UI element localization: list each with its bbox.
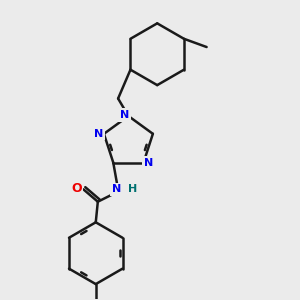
Text: H: H bbox=[128, 184, 137, 194]
Text: N: N bbox=[120, 110, 129, 120]
Text: N: N bbox=[94, 129, 104, 139]
Text: O: O bbox=[71, 182, 82, 195]
Text: N: N bbox=[112, 184, 121, 194]
Text: N: N bbox=[144, 158, 153, 168]
